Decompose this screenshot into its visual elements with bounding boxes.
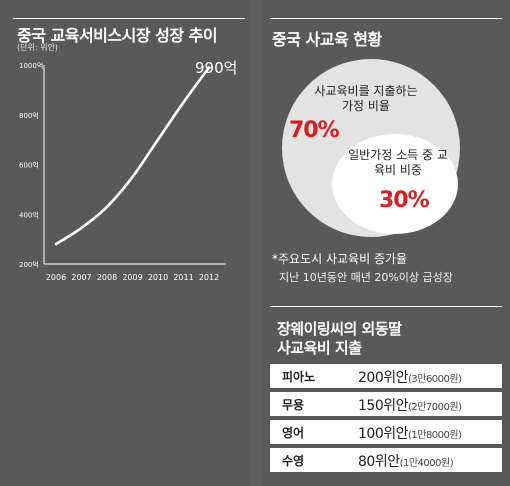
x-tick-label: 2011 — [173, 273, 193, 282]
inner-circle — [332, 134, 458, 234]
y-tick-label: 600억 — [19, 162, 39, 170]
expense-category: 수영 — [282, 454, 305, 468]
outer-circle-pct: 70% — [289, 118, 340, 143]
chart-unit: (단위: 위안) — [17, 43, 58, 52]
series-line — [54, 66, 211, 246]
chart-title: 중국 교육서비스시장 성장 추이 — [17, 26, 218, 45]
expense-amount: 200위안(3만6000원) — [358, 370, 462, 386]
expense-title-line1: 장웨이링씨의 외동딸 — [277, 320, 402, 338]
expense-row: 영어 100위안(1만8000원) — [270, 420, 502, 444]
right-title-rule — [270, 18, 502, 19]
x-tick-label: 2006 — [46, 273, 66, 282]
y-tick-label: 200억 — [19, 261, 39, 269]
note-text: 지난 10년동안 매년 20%이상 급성장 — [279, 271, 453, 284]
right-title: 중국 사교육 현황 — [272, 30, 382, 49]
x-tick-label: 2012 — [199, 273, 219, 282]
line-chart: 200억 400억 600억 800억 1000억 2006 2007 2008 2009 20… — [19, 59, 237, 282]
expense-row: 수영 80위안(1만4000원) — [270, 448, 502, 472]
expense-category: 영어 — [282, 426, 305, 440]
expense-category: 피아노 — [282, 370, 316, 384]
expense-row: 피아노 200위안(3만6000원) — [270, 364, 502, 388]
inner-circle-label: 일반가정 소득 중 교육비 비중 — [348, 148, 448, 177]
y-tick-label: 800억 — [19, 112, 39, 120]
note-title: *주요도시 사교육비 증가율 — [272, 252, 408, 266]
outer-circle-label: 사교육비를 지출하는 가정 비율 — [314, 84, 418, 113]
chart-title-rule — [13, 18, 245, 19]
expense-title-rule — [270, 306, 502, 307]
y-tick-label: 400억 — [19, 211, 39, 219]
expense-amount: 150위안(2만7000원) — [358, 398, 462, 414]
expense-amount: 100위안(1만8000원) — [358, 426, 462, 442]
x-tick-label: 2010 — [148, 273, 168, 282]
x-tick-label: 2009 — [122, 273, 142, 282]
expense-amount: 80위안(1만4000원) — [358, 454, 454, 470]
expense-row: 무용 150위안(2만7000원) — [270, 392, 502, 416]
expense-title-line2: 사교육비 지출 — [277, 339, 362, 357]
x-tick-label: 2007 — [71, 273, 91, 282]
callout-label: 990억 — [195, 59, 237, 77]
y-tick-label: 1000억 — [19, 62, 43, 70]
inner-circle-pct: 30% — [379, 188, 430, 213]
growth-chart-panel — [0, 0, 250, 486]
expense-category: 무용 — [282, 398, 305, 412]
x-tick-label: 2008 — [97, 273, 117, 282]
